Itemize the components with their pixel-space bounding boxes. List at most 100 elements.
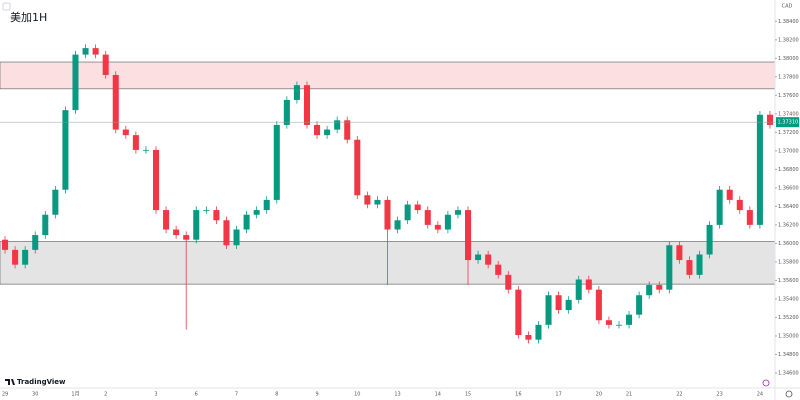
- y-tick-label: 1.37000: [778, 148, 799, 154]
- candle-body: [636, 295, 643, 315]
- x-tick-label: 7: [235, 392, 238, 398]
- zone: [0, 61, 776, 90]
- candle-body: [444, 214, 451, 230]
- candle-body: [495, 264, 502, 275]
- x-tick-label: 10: [354, 392, 360, 398]
- y-tick-label: 1.34600: [778, 370, 799, 376]
- candle-body: [716, 189, 723, 225]
- candle-body: [485, 254, 492, 265]
- candle-body: [454, 210, 461, 215]
- x-tick-label: 30: [32, 392, 38, 398]
- currency-label: CAD: [782, 4, 793, 10]
- x-tick-label: 17: [555, 392, 561, 398]
- candle-body: [656, 285, 663, 290]
- y-tick-label: 1.38400: [778, 19, 799, 25]
- x-tick-label: 9: [315, 392, 318, 398]
- candle-body: [595, 289, 602, 321]
- x-tick-label: 20: [596, 392, 602, 398]
- candle-body: [706, 224, 713, 255]
- candle-body: [102, 54, 109, 75]
- x-tick-label: 14: [435, 392, 441, 398]
- x-tick-label: 3: [154, 392, 157, 398]
- candle-body: [465, 210, 472, 261]
- candle-body: [273, 124, 280, 200]
- candle-body: [62, 110, 69, 190]
- candle-body: [666, 245, 673, 290]
- x-tick-label: 21: [626, 392, 632, 398]
- x-tick-label: 1月: [71, 392, 79, 398]
- candle-body: [32, 235, 39, 250]
- candle-body: [575, 279, 582, 300]
- chart-title: 美加1H: [10, 11, 47, 24]
- last-price-label: 1.37310: [778, 120, 799, 126]
- candle-body: [615, 324, 623, 326]
- x-tick-label: 29: [2, 392, 8, 398]
- y-tick-label: 1.38200: [778, 37, 799, 43]
- candle-body: [404, 204, 411, 221]
- candle-body: [515, 289, 522, 336]
- candle-body: [414, 204, 421, 211]
- candle-body: [736, 199, 743, 211]
- y-tick-label: 1.36000: [778, 241, 799, 247]
- candle-body: [555, 295, 562, 311]
- candle-body: [324, 129, 331, 136]
- candle-body: [686, 260, 693, 275]
- y-tick-label: 1.35000: [778, 333, 799, 339]
- candle-body: [52, 189, 59, 215]
- y-tick-label: 1.37600: [778, 93, 799, 99]
- y-tick-label: 1.36400: [778, 204, 799, 210]
- y-tick-label: 1.35600: [778, 278, 799, 284]
- candle-body: [434, 224, 441, 230]
- candle-body: [394, 220, 401, 230]
- y-tick-label: 1.35200: [778, 315, 799, 321]
- candle-body: [293, 85, 300, 100]
- y-tick-label: 1.36200: [778, 222, 799, 228]
- candle-body: [72, 54, 79, 111]
- candle-body: [726, 189, 733, 200]
- candle-body: [314, 124, 321, 136]
- plot-area: [0, 44, 776, 344]
- candle-body: [233, 229, 240, 246]
- alert-icon[interactable]: [762, 379, 770, 387]
- y-tick-label: 1.37800: [778, 74, 799, 80]
- candle-body: [626, 314, 633, 325]
- candle-body: [545, 295, 552, 325]
- candle-body: [646, 285, 653, 296]
- candle-body: [605, 320, 612, 325]
- candle-body: [475, 254, 482, 261]
- candle-body: [213, 210, 220, 221]
- x-tick-label: 15: [465, 392, 471, 398]
- candle-body: [122, 129, 129, 136]
- candle-body: [525, 335, 532, 340]
- candle-body: [183, 235, 190, 240]
- candle-body: [163, 210, 170, 230]
- last-price-tag: [776, 117, 799, 128]
- candle-body: [203, 210, 210, 211]
- candle-body: [92, 48, 99, 55]
- candle-body: [173, 229, 180, 236]
- candle-body: [152, 149, 160, 211]
- candle-body: [364, 195, 371, 205]
- collapse-button[interactable]: [2, 2, 11, 11]
- x-tick-label: 22: [676, 392, 682, 398]
- y-tick-label: 1.37200: [778, 130, 799, 136]
- x-tick-label: 23: [716, 392, 722, 398]
- candle-body: [344, 120, 351, 140]
- candle-body: [354, 139, 361, 196]
- candle-body: [243, 214, 250, 230]
- settings-icon[interactable]: [785, 390, 793, 398]
- candle-body: [193, 210, 200, 240]
- candle-body: [82, 48, 89, 55]
- candle-body: [283, 99, 290, 125]
- candle-body: [12, 249, 19, 265]
- candle-body: [585, 279, 592, 290]
- candle-body: [766, 114, 773, 125]
- candle-body: [746, 210, 753, 225]
- candle-body: [303, 85, 310, 125]
- y-tick-label: 1.35400: [778, 296, 799, 302]
- candle-body: [112, 74, 119, 130]
- candle-body: [142, 149, 149, 151]
- candle-body: [756, 114, 763, 225]
